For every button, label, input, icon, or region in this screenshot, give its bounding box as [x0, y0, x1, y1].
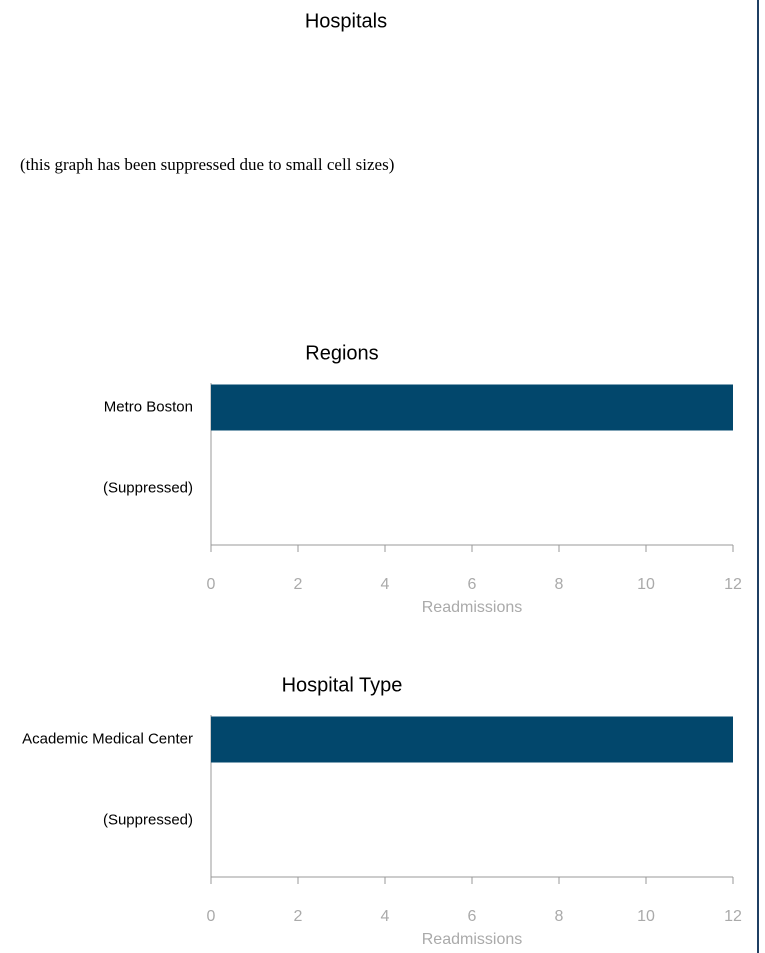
- chart-title: Hospital Type: [282, 674, 403, 696]
- x-tick-label: 10: [637, 908, 655, 925]
- bar: [211, 384, 733, 431]
- x-tick-label: 2: [294, 576, 303, 593]
- x-tick-label: 6: [468, 576, 477, 593]
- x-tick-label: 6: [468, 908, 477, 925]
- chart-title: Regions: [305, 342, 378, 364]
- category-label: Metro Boston: [104, 398, 193, 415]
- x-tick-label: 12: [724, 908, 742, 925]
- x-tick-label: 0: [207, 908, 216, 925]
- x-axis-label: Readmissions: [422, 599, 522, 616]
- x-tick-label: 2: [294, 908, 303, 925]
- x-tick-label: 8: [555, 908, 564, 925]
- suppressed-note: (this graph has been suppressed due to s…: [20, 155, 394, 174]
- x-tick-label: 10: [637, 576, 655, 593]
- x-tick-label: 8: [555, 576, 564, 593]
- category-label: Academic Medical Center: [22, 730, 193, 747]
- x-tick-label: 0: [207, 576, 216, 593]
- x-axis-label: Readmissions: [422, 931, 522, 948]
- category-label: (Suppressed): [103, 811, 193, 828]
- bar: [211, 716, 733, 763]
- x-tick-label: 12: [724, 576, 742, 593]
- section-title: Hospitals: [305, 10, 387, 32]
- x-tick-label: 4: [381, 576, 390, 593]
- category-label: (Suppressed): [103, 479, 193, 496]
- x-tick-label: 4: [381, 908, 390, 925]
